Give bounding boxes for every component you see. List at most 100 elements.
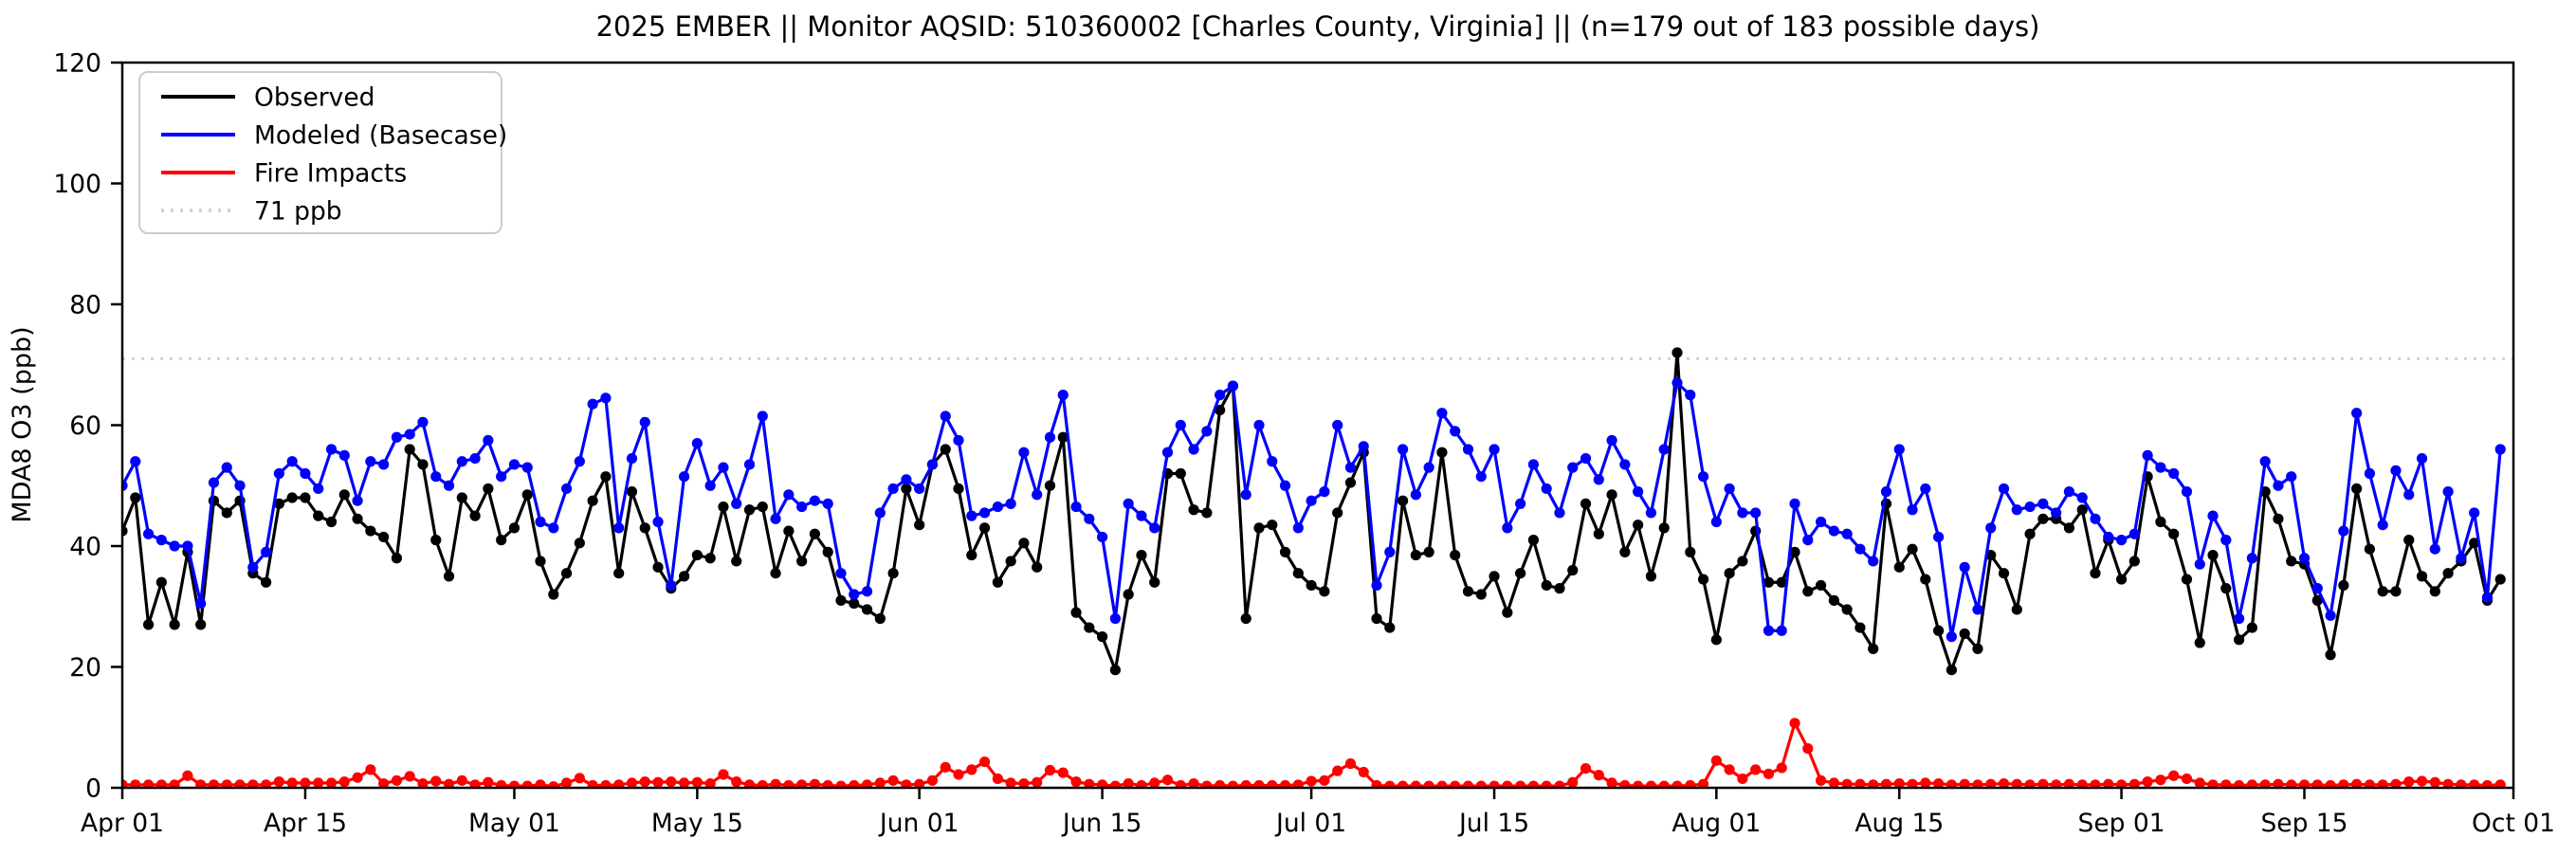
fire-impacts-marker: [639, 776, 650, 788]
fire-impacts-marker: [1044, 764, 1056, 776]
fire-impacts-marker: [1475, 780, 1487, 788]
fire-impacts-marker: [456, 775, 467, 786]
modeled-basecase-marker: [1828, 525, 1839, 537]
modeled-basecase-marker: [1123, 498, 1134, 509]
fire-impacts-marker: [1267, 779, 1278, 788]
observed-marker: [535, 556, 546, 567]
fire-impacts-marker: [1685, 779, 1696, 788]
fire-impacts-marker: [2207, 779, 2219, 788]
modeled-basecase-marker: [1005, 498, 1016, 509]
modeled-basecase-marker: [926, 459, 939, 470]
modeled-basecase-marker: [469, 452, 481, 465]
observed-marker: [286, 492, 298, 503]
fire-impacts-marker: [1737, 773, 1748, 785]
fire-impacts-marker: [587, 779, 598, 788]
fire-impacts-marker: [352, 772, 363, 783]
fire-impacts-marker: [234, 779, 246, 788]
observed-marker: [483, 483, 494, 495]
fire-impacts-marker: [221, 779, 232, 788]
modeled-basecase-marker: [2469, 507, 2480, 519]
observed-marker: [2076, 504, 2088, 516]
observed-marker: [1515, 568, 1526, 579]
modeled-basecase-marker: [2325, 610, 2336, 621]
modeled-basecase-marker: [2286, 471, 2297, 483]
y-tick-label: 60: [69, 411, 101, 441]
observed-marker: [1084, 622, 1095, 633]
observed-marker: [2442, 568, 2454, 579]
fire-impacts-marker: [2364, 779, 2376, 788]
fire-impacts-marker: [2076, 779, 2088, 788]
observed-marker: [2207, 549, 2219, 561]
modeled-basecase-marker: [1880, 486, 1892, 498]
fire-impacts-marker: [901, 779, 912, 788]
fire-impacts-marker: [521, 780, 533, 788]
observed-marker: [1828, 594, 1839, 606]
fire-impacts-marker: [1502, 780, 1513, 788]
modeled-basecase-marker: [2076, 492, 2088, 503]
observed-marker: [1789, 546, 1800, 557]
modeled-basecase-marker: [404, 428, 415, 440]
fire-impacts-marker: [1880, 778, 1892, 788]
observed-marker: [849, 597, 860, 610]
fire-impacts-marker: [1841, 778, 1853, 788]
observed-marker: [901, 483, 912, 495]
modeled-basecase-marker: [1306, 495, 1317, 506]
observed-marker: [861, 604, 873, 615]
fire-impacts-marker: [2442, 778, 2454, 788]
fire-impacts-marker: [1215, 779, 1226, 788]
fire-impacts-marker: [338, 776, 350, 788]
modeled-basecase-marker: [2037, 498, 2049, 509]
y-tick-label: 100: [53, 170, 101, 199]
modeled-basecase-marker: [1292, 522, 1304, 534]
modeled-basecase-marker: [666, 579, 677, 592]
observed-marker: [142, 619, 155, 630]
modeled-basecase-marker: [1685, 390, 1696, 401]
fire-impacts-marker: [2259, 779, 2271, 788]
observed-marker: [1893, 561, 1905, 573]
observed-marker: [2194, 637, 2205, 648]
fire-impacts-marker: [2298, 779, 2311, 788]
fire-impacts-marker: [652, 776, 664, 788]
fire-impacts-marker: [1371, 779, 1382, 788]
observed-marker: [122, 525, 128, 537]
modeled-basecase-marker: [1319, 486, 1330, 498]
observed-marker: [966, 549, 977, 561]
observed-marker: [1044, 480, 1056, 491]
fire-impacts-marker: [1933, 777, 1945, 788]
y-axis-label: MDA8 O3 (ppb): [8, 326, 37, 522]
modeled-basecase-marker: [535, 516, 546, 528]
fire-impacts-marker: [626, 777, 638, 788]
modeled-basecase-marker: [1161, 447, 1174, 458]
observed-marker: [1710, 634, 1722, 646]
x-tick-label: Sep 01: [2078, 809, 2165, 838]
modeled-basecase-marker: [195, 597, 207, 610]
observed-marker: [757, 501, 768, 513]
observed-marker: [2090, 568, 2101, 579]
fire-impacts-marker: [443, 778, 455, 788]
modeled-basecase-marker: [1972, 604, 1983, 615]
modeled-basecase-marker: [378, 459, 390, 470]
modeled-basecase-marker: [2377, 520, 2388, 531]
observed-marker: [456, 492, 467, 503]
observed-marker: [2364, 543, 2376, 555]
fire-impacts-marker: [992, 773, 1003, 785]
modeled-basecase-marker: [2351, 408, 2363, 419]
modeled-basecase-marker: [1920, 483, 1931, 495]
fire-impacts-marker: [247, 779, 259, 788]
fire-impacts-marker: [1828, 777, 1839, 788]
fire-impacts-marker: [822, 779, 833, 788]
modeled-basecase-marker: [1789, 498, 1800, 509]
modeled-basecase-marker: [2273, 480, 2284, 491]
modeled-basecase-marker: [1763, 625, 1775, 636]
fire-impacts-marker: [1201, 780, 1213, 788]
modeled-basecase-marker: [2207, 510, 2219, 521]
fire-impacts-marker: [914, 778, 925, 788]
modeled-basecase-marker: [521, 462, 533, 473]
observed-marker: [404, 444, 415, 455]
fire-impacts-marker: [666, 776, 677, 788]
observed-marker: [313, 510, 324, 521]
fire-impacts-marker: [1188, 777, 1199, 788]
modeled-basecase-marker: [443, 480, 455, 491]
observed-marker: [1188, 504, 1199, 516]
